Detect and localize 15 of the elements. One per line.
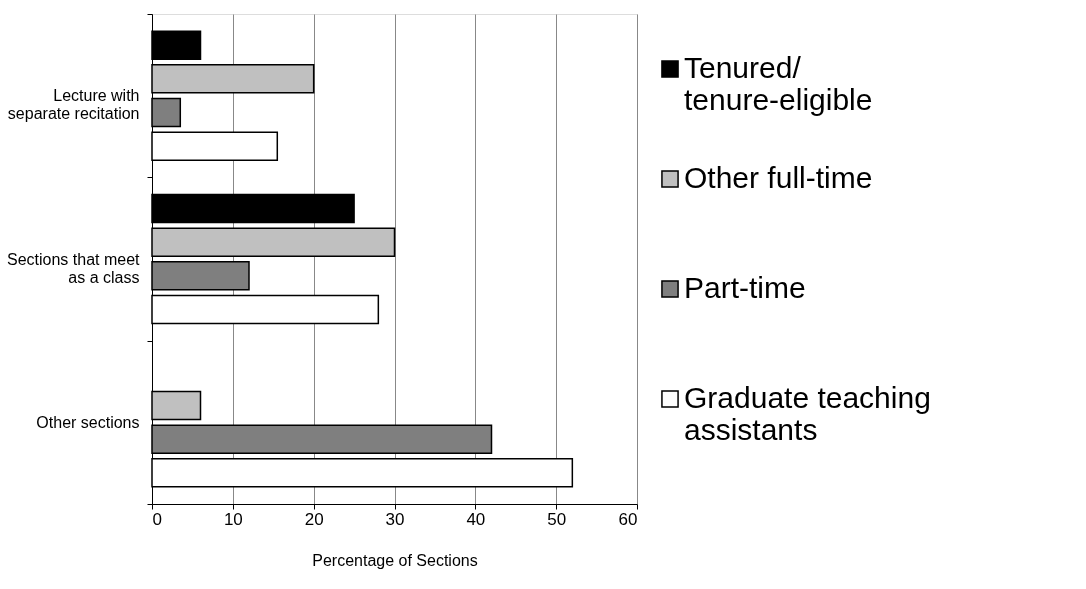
x-tick-label: 60: [618, 509, 638, 529]
legend-label: Part-time: [684, 271, 806, 304]
x-tick-label: 0: [152, 509, 162, 529]
x-tick-label: 20: [304, 509, 324, 529]
x-axis-title: Percentage of Sections: [312, 551, 478, 569]
legend-label: Other full-time: [684, 161, 873, 194]
legend-label: Graduate teaching assistants: [684, 381, 931, 446]
x-tick-label: 40: [466, 509, 486, 529]
x-tick-label: 30: [385, 509, 405, 529]
y-tick-label: Sections that meet as a class: [6, 250, 141, 286]
x-tick-label: 50: [547, 509, 567, 529]
y-tick-label: Lecture with separate recitation: [7, 87, 140, 123]
x-tick-label: 10: [223, 509, 243, 529]
y-tick-label: Other sections: [36, 413, 140, 431]
legend-label: Tenured/ tenure-eligible: [684, 51, 873, 116]
